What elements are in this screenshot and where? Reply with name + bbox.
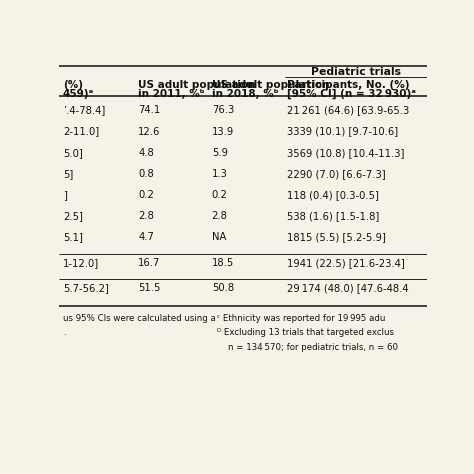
Text: 51.5: 51.5 xyxy=(138,283,161,293)
Text: 74.1: 74.1 xyxy=(138,105,161,116)
Text: 5.1]: 5.1] xyxy=(63,232,83,242)
Text: 13.9: 13.9 xyxy=(212,127,234,137)
Text: US adult population: US adult population xyxy=(138,80,256,90)
Text: US adult population: US adult population xyxy=(212,80,329,90)
Text: 0.8: 0.8 xyxy=(138,169,154,179)
Text: ᴰ Excluding 13 trials that targeted exclus: ᴰ Excluding 13 trials that targeted excl… xyxy=(217,328,394,337)
Text: 1815 (5.5) [5.2-5.9]: 1815 (5.5) [5.2-5.9] xyxy=(287,232,386,242)
Text: (%): (%) xyxy=(63,80,83,90)
Text: 4.7: 4.7 xyxy=(138,232,154,242)
Text: 4.8: 4.8 xyxy=(138,148,154,158)
Text: in 2018, %ᵇ: in 2018, %ᵇ xyxy=(212,89,278,99)
Text: 1941 (22.5) [21.6-23.4]: 1941 (22.5) [21.6-23.4] xyxy=(287,258,405,268)
Text: 1-12.0]: 1-12.0] xyxy=(63,258,99,268)
Text: [95% CI] (n = 32 930)ᵃ: [95% CI] (n = 32 930)ᵃ xyxy=(287,89,416,99)
Text: 18.5: 18.5 xyxy=(212,258,234,268)
Text: 5.9: 5.9 xyxy=(212,148,228,158)
Text: in 2011, %ᵇ: in 2011, %ᵇ xyxy=(138,89,205,99)
Text: 118 (0.4) [0.3-0.5]: 118 (0.4) [0.3-0.5] xyxy=(287,190,379,200)
Text: 76.3: 76.3 xyxy=(212,105,234,116)
Text: 50.8: 50.8 xyxy=(212,283,234,293)
Text: 2.5]: 2.5] xyxy=(63,211,83,221)
Text: 2290 (7.0) [6.6-7.3]: 2290 (7.0) [6.6-7.3] xyxy=(287,169,386,179)
Text: 0.2: 0.2 xyxy=(138,190,154,200)
Text: 12.6: 12.6 xyxy=(138,127,161,137)
Text: Participants, No. (%): Participants, No. (%) xyxy=(287,80,410,90)
Text: 16.7: 16.7 xyxy=(138,258,161,268)
Text: 5.0]: 5.0] xyxy=(63,148,82,158)
Text: 2.8: 2.8 xyxy=(212,211,228,221)
Text: 1.3: 1.3 xyxy=(212,169,228,179)
Text: Pediatric trials: Pediatric trials xyxy=(311,67,401,77)
Text: 5.7-56.2]: 5.7-56.2] xyxy=(63,283,109,293)
Text: .: . xyxy=(63,328,65,337)
Text: ᶜ Ethnicity was reported for 19 995 adu: ᶜ Ethnicity was reported for 19 995 adu xyxy=(217,314,385,323)
Text: 3339 (10.1) [9.7-10.6]: 3339 (10.1) [9.7-10.6] xyxy=(287,127,398,137)
Text: 29 174 (48.0) [47.6-48.4: 29 174 (48.0) [47.6-48.4 xyxy=(287,283,409,293)
Text: 459)ᵃ: 459)ᵃ xyxy=(63,89,94,99)
Text: 2.8: 2.8 xyxy=(138,211,154,221)
Text: us 95% CIs were calculated using a: us 95% CIs were calculated using a xyxy=(63,314,216,323)
Text: ’.4-78.4]: ’.4-78.4] xyxy=(63,105,105,116)
Text: 0.2: 0.2 xyxy=(212,190,228,200)
Text: ]: ] xyxy=(63,190,67,200)
Text: 3569 (10.8) [10.4-11.3]: 3569 (10.8) [10.4-11.3] xyxy=(287,148,404,158)
Text: 538 (1.6) [1.5-1.8]: 538 (1.6) [1.5-1.8] xyxy=(287,211,379,221)
Text: 5]: 5] xyxy=(63,169,73,179)
Text: NA: NA xyxy=(212,232,226,242)
Text: 2-11.0]: 2-11.0] xyxy=(63,127,99,137)
Text: n = 134 570; for pediatric trials, n = 60: n = 134 570; for pediatric trials, n = 6… xyxy=(217,343,398,352)
Text: 21 261 (64.6) [63.9-65.3: 21 261 (64.6) [63.9-65.3 xyxy=(287,105,409,116)
